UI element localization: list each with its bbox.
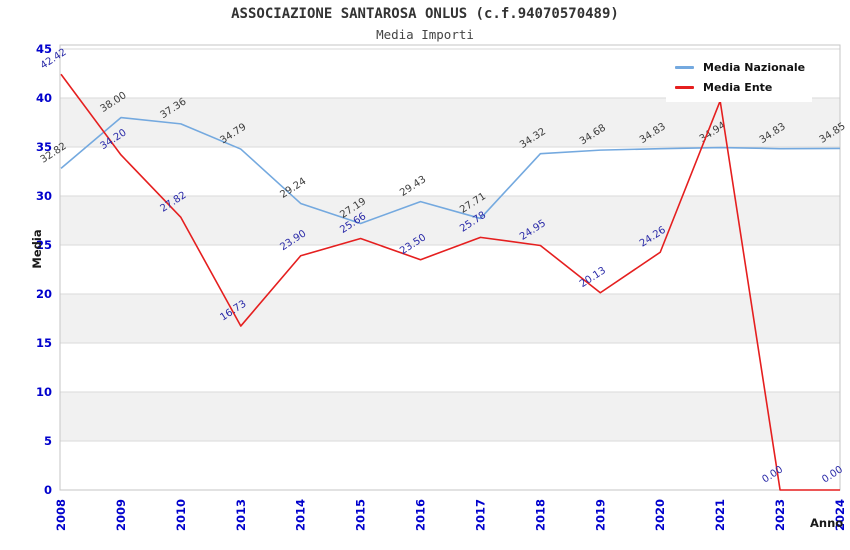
x-tick-label: 2019 (593, 499, 607, 531)
legend-label: Media Nazionale (703, 60, 806, 74)
legend: Media Nazionale Media Ente (666, 52, 812, 102)
x-tick-label: 2008 (54, 499, 68, 531)
media-ente-point-label: 0.00 (760, 464, 785, 485)
chart-title: ASSOCIAZIONE SANTAROSA ONLUS (c.f.940705… (231, 6, 619, 22)
x-tick-label: 2021 (713, 499, 727, 531)
x-axis-title: Anno (810, 516, 844, 530)
legend-label: Media Ente (703, 80, 773, 94)
x-tick-label: 2018 (533, 499, 547, 531)
media-ente-swatch-icon (675, 85, 694, 89)
y-tick-label: 40 (36, 91, 52, 105)
y-tick-label: 5 (44, 434, 52, 448)
legend-item-media-ente: Media Ente (666, 81, 812, 94)
media-nazionale-swatch-icon (675, 65, 694, 69)
y-tick-label: 30 (36, 189, 52, 203)
plot-band (60, 196, 840, 245)
y-axis-title: Media (30, 229, 44, 269)
y-tick-label: 35 (36, 140, 52, 154)
x-tick-label: 2023 (773, 499, 787, 531)
plot-band (60, 98, 840, 147)
media-nazionale-line (60, 116, 841, 225)
media-ente-point-label: 0.00 (820, 464, 845, 485)
y-tick-label: 10 (36, 385, 52, 399)
x-tick-label: 2009 (114, 499, 128, 531)
plot-band (60, 392, 840, 441)
x-tick-label: 2013 (234, 499, 248, 531)
plot-band (60, 294, 840, 343)
x-tick-label: 2017 (473, 499, 487, 531)
chart-subtitle: Media Importi (376, 27, 474, 42)
x-tick-label: 2015 (354, 499, 368, 531)
y-tick-label: 15 (36, 336, 52, 350)
x-tick-label: 2014 (294, 499, 308, 531)
y-tick-label: 20 (36, 287, 52, 301)
media-nazionale-point-label: 29.43 (398, 174, 428, 199)
plot-border (59, 44, 841, 491)
x-tick-label: 2016 (414, 499, 428, 531)
legend-item-media-nazionale: Media Nazionale (666, 61, 812, 74)
media-ente-line (60, 73, 840, 491)
y-tick-label: 45 (36, 42, 52, 56)
y-tick-label: 0 (44, 483, 52, 497)
y-tick-label: 25 (36, 238, 52, 252)
x-tick-label: 2024 (833, 499, 847, 531)
x-tick-label: 2020 (653, 499, 667, 531)
x-tick-label: 2010 (174, 499, 188, 531)
